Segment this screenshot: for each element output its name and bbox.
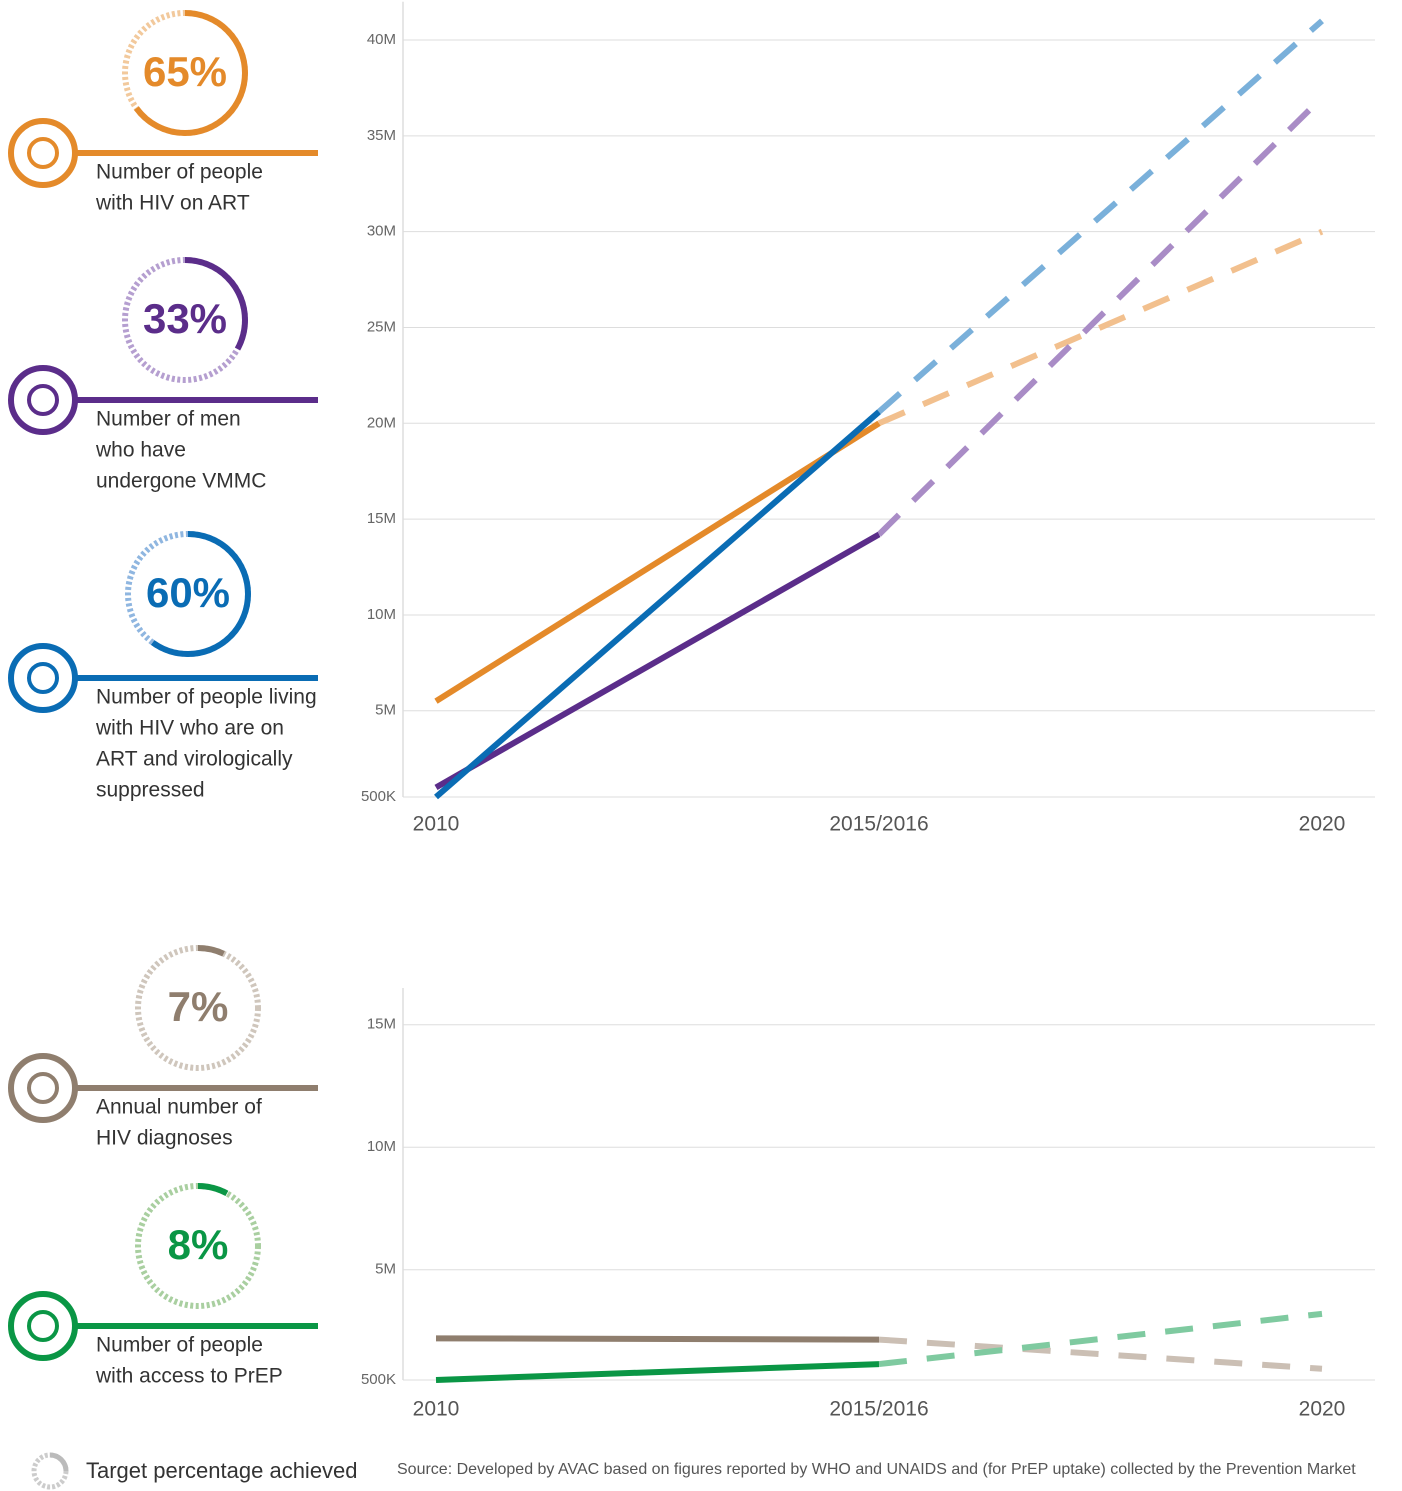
projection-line	[878, 1310, 1323, 1368]
ring-progress	[135, 945, 261, 1071]
y-tick-label: 40M	[367, 31, 396, 48]
projection-line	[877, 228, 1324, 427]
icon-glyph	[27, 137, 59, 169]
ring-progress	[122, 257, 248, 383]
icon-ring	[8, 1053, 78, 1123]
icon-ring	[8, 365, 78, 435]
indicator-text: with access to PrEP	[95, 1365, 283, 1388]
data-line	[435, 1361, 880, 1383]
indicator-text: Number of people living	[96, 686, 317, 709]
indicator-text: Number of people	[96, 161, 263, 184]
data-line	[434, 420, 881, 704]
y-tick-label: 20M	[367, 414, 396, 431]
percent-label: 7%	[168, 983, 229, 1030]
indicator-text: HIV diagnoses	[96, 1127, 233, 1150]
indicator-text: with HIV on ART	[95, 192, 250, 215]
icon-ring	[8, 1291, 78, 1361]
data-line	[434, 409, 881, 800]
y-tick-label: 5M	[375, 1261, 396, 1278]
icon-ring	[8, 118, 78, 188]
indicator-text: Number of people	[96, 1334, 263, 1357]
legend-text: Target percentage achieved	[86, 1458, 358, 1483]
x-tick-label: 2015/2016	[829, 1398, 928, 1421]
icon-glyph	[27, 384, 59, 416]
y-tick-label: 5M	[375, 702, 396, 719]
projection-line	[878, 1336, 1323, 1372]
indicator-text: with HIV who are on	[95, 717, 284, 740]
x-tick-label: 2010	[413, 813, 460, 836]
ring-progress	[125, 531, 251, 657]
legend-ring-solid	[49, 1452, 69, 1472]
ring-progress	[122, 10, 248, 136]
indicator-text: Annual number of	[96, 1096, 262, 1119]
data-line	[435, 1335, 880, 1343]
x-tick-label: 2020	[1299, 813, 1346, 836]
y-tick-label: 35M	[367, 127, 396, 144]
indicator-text: ART and virologically	[96, 748, 293, 771]
y-tick-label: 30M	[367, 223, 396, 240]
projection-line	[877, 18, 1324, 415]
x-tick-label: 2010	[413, 1398, 460, 1421]
indicator-text: suppressed	[96, 779, 205, 802]
percent-label: 60%	[146, 569, 230, 616]
y-tick-label: 15M	[367, 510, 396, 527]
indicator-text: undergone VMMC	[96, 470, 266, 493]
percent-label: 33%	[143, 295, 227, 342]
y-tick-label: 15M	[367, 1016, 396, 1033]
y-tick-label: 25M	[367, 318, 396, 335]
projection-line	[876, 95, 1325, 537]
x-tick-label: 2020	[1299, 1398, 1346, 1421]
percent-label: 65%	[143, 48, 227, 95]
y-tick-label: 500K	[361, 1371, 396, 1388]
icon-glyph	[27, 1072, 59, 1104]
icon-ring	[8, 643, 78, 713]
source-text: Source: Developed by AVAC based on figur…	[397, 1461, 1356, 1478]
icon-glyph	[27, 1310, 59, 1342]
percent-label: 8%	[168, 1221, 229, 1268]
y-tick-label: 10M	[367, 606, 396, 623]
y-tick-label: 500K	[361, 788, 396, 805]
data-line	[434, 531, 881, 791]
x-tick-label: 2015/2016	[829, 813, 928, 836]
ring-progress	[135, 1183, 261, 1309]
indicator-text: Number of men	[96, 408, 241, 431]
y-tick-label: 10M	[367, 1138, 396, 1155]
indicator-text: who have	[95, 439, 186, 462]
icon-glyph	[27, 662, 59, 694]
